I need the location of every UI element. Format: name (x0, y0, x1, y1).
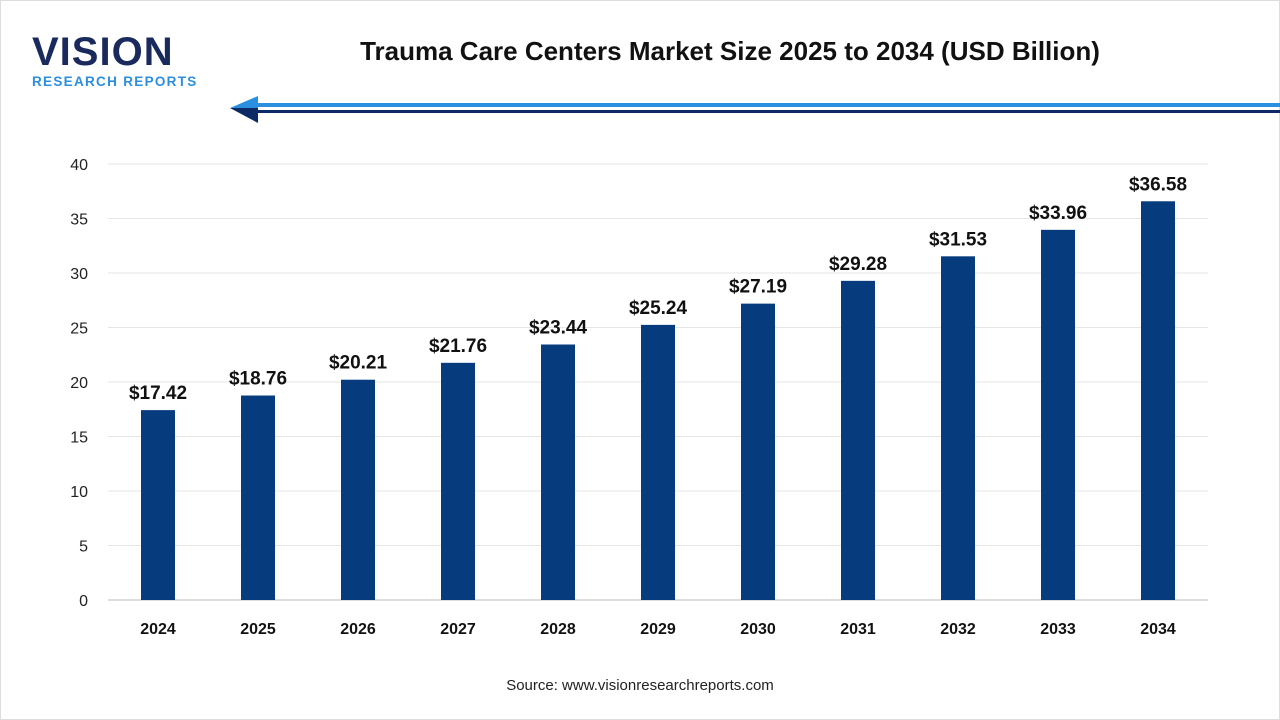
data-label: $17.42 (129, 383, 187, 404)
y-tick-label: 0 (79, 593, 88, 610)
bar-2034 (1141, 201, 1175, 600)
y-tick-label: 20 (70, 375, 88, 392)
logo-sub: RESEARCH REPORTS (32, 74, 198, 89)
bar-2025 (241, 395, 275, 600)
logo-main: VISION (32, 30, 174, 74)
bar-2024 (141, 410, 175, 600)
data-label: $18.76 (229, 369, 287, 390)
data-label: $31.53 (929, 229, 987, 250)
x-tick-label: 2029 (640, 621, 676, 638)
header-arrow (230, 96, 1280, 123)
x-tick-label: 2028 (540, 621, 576, 638)
bar-2026 (341, 379, 375, 600)
data-label: $23.44 (529, 318, 588, 339)
data-label: $36.58 (1129, 174, 1187, 195)
data-label: $33.96 (1029, 203, 1087, 224)
y-tick-label: 40 (70, 157, 88, 174)
x-tick-label: 2025 (240, 621, 276, 638)
x-tick-label: 2026 (340, 621, 376, 638)
bar-2033 (1041, 229, 1075, 600)
x-tick-label: 2030 (740, 621, 776, 638)
bar-2028 (541, 344, 575, 600)
bar-2032 (941, 256, 975, 600)
source-note: Source: www.visionresearchreports.com (506, 677, 774, 694)
data-label: $20.21 (329, 353, 388, 374)
x-tick-label: 2024 (140, 621, 176, 638)
bar-2027 (441, 362, 475, 600)
x-tick-label: 2033 (1040, 621, 1076, 638)
x-tick-label: 2027 (440, 621, 476, 638)
y-tick-label: 5 (79, 539, 88, 556)
x-tick-label: 2031 (840, 621, 876, 638)
x-tick-label: 2034 (1140, 621, 1176, 638)
logo: VISION RESEARCH REPORTS (32, 32, 198, 89)
bar-2030 (741, 303, 775, 600)
data-label: $25.24 (629, 298, 688, 319)
y-tick-label: 10 (70, 484, 88, 501)
data-label: $27.19 (729, 277, 787, 298)
y-tick-label: 30 (70, 266, 88, 283)
data-label: $21.76 (429, 336, 487, 357)
bar-2031 (841, 280, 875, 600)
y-tick-label: 15 (70, 430, 88, 447)
data-label: $29.28 (829, 254, 887, 275)
y-tick-label: 35 (70, 212, 88, 229)
y-tick-label: 25 (70, 321, 88, 338)
chart-title: Trauma Care Centers Market Size 2025 to … (360, 36, 1100, 66)
x-tick-label: 2032 (940, 621, 976, 638)
bar-2029 (641, 324, 675, 600)
